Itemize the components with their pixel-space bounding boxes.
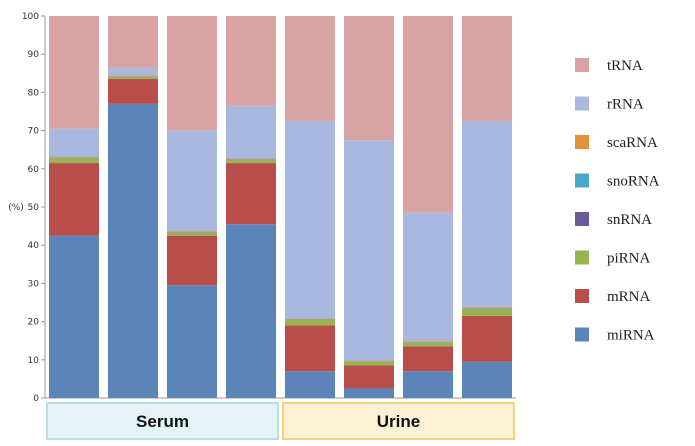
bar-segment-rrna bbox=[462, 121, 512, 308]
bar-segment-trna bbox=[226, 16, 276, 106]
legend-label-pirna: piRNA bbox=[607, 251, 651, 267]
bar-segment-rrna bbox=[226, 105, 276, 159]
legend-swatch-mrna bbox=[575, 289, 589, 303]
legend-swatch-snrna bbox=[575, 212, 589, 226]
y-axis-label: (%) bbox=[8, 203, 24, 213]
bar-segment-trna bbox=[344, 16, 394, 141]
bar-segment-scarna bbox=[108, 75, 158, 77]
bar-segment-scarna bbox=[462, 307, 512, 309]
legend-label-mirna: miRNA bbox=[607, 328, 655, 344]
bar-segment-mirna bbox=[344, 388, 394, 398]
y-tick-label: 0 bbox=[33, 394, 39, 404]
bar-segment-rrna bbox=[49, 128, 99, 157]
legend-label-snorna: snoRNA bbox=[607, 174, 660, 190]
bar-segment-mirna bbox=[285, 371, 335, 398]
legend-label-scarna: scaRNA bbox=[607, 135, 658, 151]
bar-segment-scarna bbox=[167, 231, 217, 232]
bar-segment-mirna bbox=[108, 103, 158, 399]
legend-swatch-trna bbox=[575, 58, 589, 72]
legend-label-snrna: snRNA bbox=[607, 212, 652, 228]
bar-segment-scarna bbox=[49, 156, 99, 158]
bar-segment-rrna bbox=[344, 140, 394, 361]
bar-segment-mrna bbox=[403, 346, 453, 372]
legend-label-rrna: rRNA bbox=[607, 97, 644, 113]
y-tick-label: 70 bbox=[28, 127, 40, 137]
bar-segment-pirna bbox=[462, 308, 512, 316]
group-box-serum bbox=[46, 402, 279, 440]
bar-segment-rrna bbox=[108, 67, 158, 76]
bar-segment-trna bbox=[403, 16, 453, 213]
y-tick-label: 10 bbox=[28, 356, 40, 366]
bar-segment-mrna bbox=[108, 79, 158, 104]
legend-swatch-snorna bbox=[575, 173, 589, 188]
bar-segment-trna bbox=[108, 16, 158, 68]
bar-segment-rrna bbox=[285, 121, 335, 319]
y-tick-label: 50 bbox=[28, 203, 40, 213]
bar-segment-mirna bbox=[462, 361, 512, 398]
group-labels: Serum Urine bbox=[46, 402, 515, 440]
group-label-serum: Serum bbox=[136, 412, 189, 431]
bar-segment-rrna bbox=[403, 212, 453, 342]
y-tick-label: 60 bbox=[28, 165, 40, 175]
legend-swatch-pirna bbox=[575, 250, 589, 265]
bar-segment-mrna bbox=[285, 325, 335, 372]
bar-segment-rrna bbox=[167, 130, 217, 232]
y-tick-label: 100 bbox=[22, 12, 39, 22]
bar-segment-trna bbox=[285, 16, 335, 122]
group-box-urine bbox=[282, 402, 515, 440]
bar-segment-scarna bbox=[226, 158, 276, 160]
bar-segment-pirna bbox=[49, 158, 99, 164]
bar-segment-scarna bbox=[285, 318, 335, 319]
legend-swatch-scarna bbox=[575, 135, 589, 149]
bar-segment-pirna bbox=[403, 342, 453, 347]
chart-legend: tRNA rRNA scaRNA snoRNA snRNA piRNA mRNA miRNA bbox=[575, 58, 660, 344]
bar-segment-mirna bbox=[403, 371, 453, 398]
legend-label-trna: tRNA bbox=[607, 58, 643, 74]
bar-segment-mrna bbox=[226, 163, 276, 225]
legend-swatch-mirna bbox=[575, 327, 589, 342]
y-tick-label: 20 bbox=[28, 318, 40, 328]
bar-segment-mirna bbox=[226, 224, 276, 398]
bar-segment-mrna bbox=[462, 315, 512, 362]
bar-segment-trna bbox=[462, 16, 512, 122]
bar-segment-mirna bbox=[167, 285, 217, 398]
y-tick-label: 40 bbox=[28, 241, 40, 251]
bar-segment-pirna bbox=[344, 361, 394, 366]
bar-segment-mrna bbox=[344, 365, 394, 389]
group-label-urine: Urine bbox=[377, 412, 420, 431]
bar-segment-pirna bbox=[167, 232, 217, 236]
bar-segment-scarna bbox=[403, 341, 453, 342]
bar-segment-trna bbox=[167, 16, 217, 131]
y-tick-label: 30 bbox=[28, 279, 40, 289]
bar-segment-mirna bbox=[49, 235, 99, 398]
y-tick-label: 90 bbox=[28, 50, 40, 60]
bar-segment-scarna bbox=[344, 360, 394, 361]
legend-label-mrna: mRNA bbox=[607, 289, 651, 305]
y-tick-label: 80 bbox=[28, 88, 40, 98]
legend-swatch-rrna bbox=[575, 96, 589, 111]
bar-segment-mrna bbox=[49, 163, 99, 236]
bar-segment-pirna bbox=[226, 160, 276, 164]
bar-segment-pirna bbox=[285, 319, 335, 326]
bar-segment-mrna bbox=[167, 235, 217, 286]
bar-segment-pirna bbox=[108, 77, 158, 80]
bar-segment-trna bbox=[49, 16, 99, 129]
chart-bars bbox=[49, 16, 512, 399]
